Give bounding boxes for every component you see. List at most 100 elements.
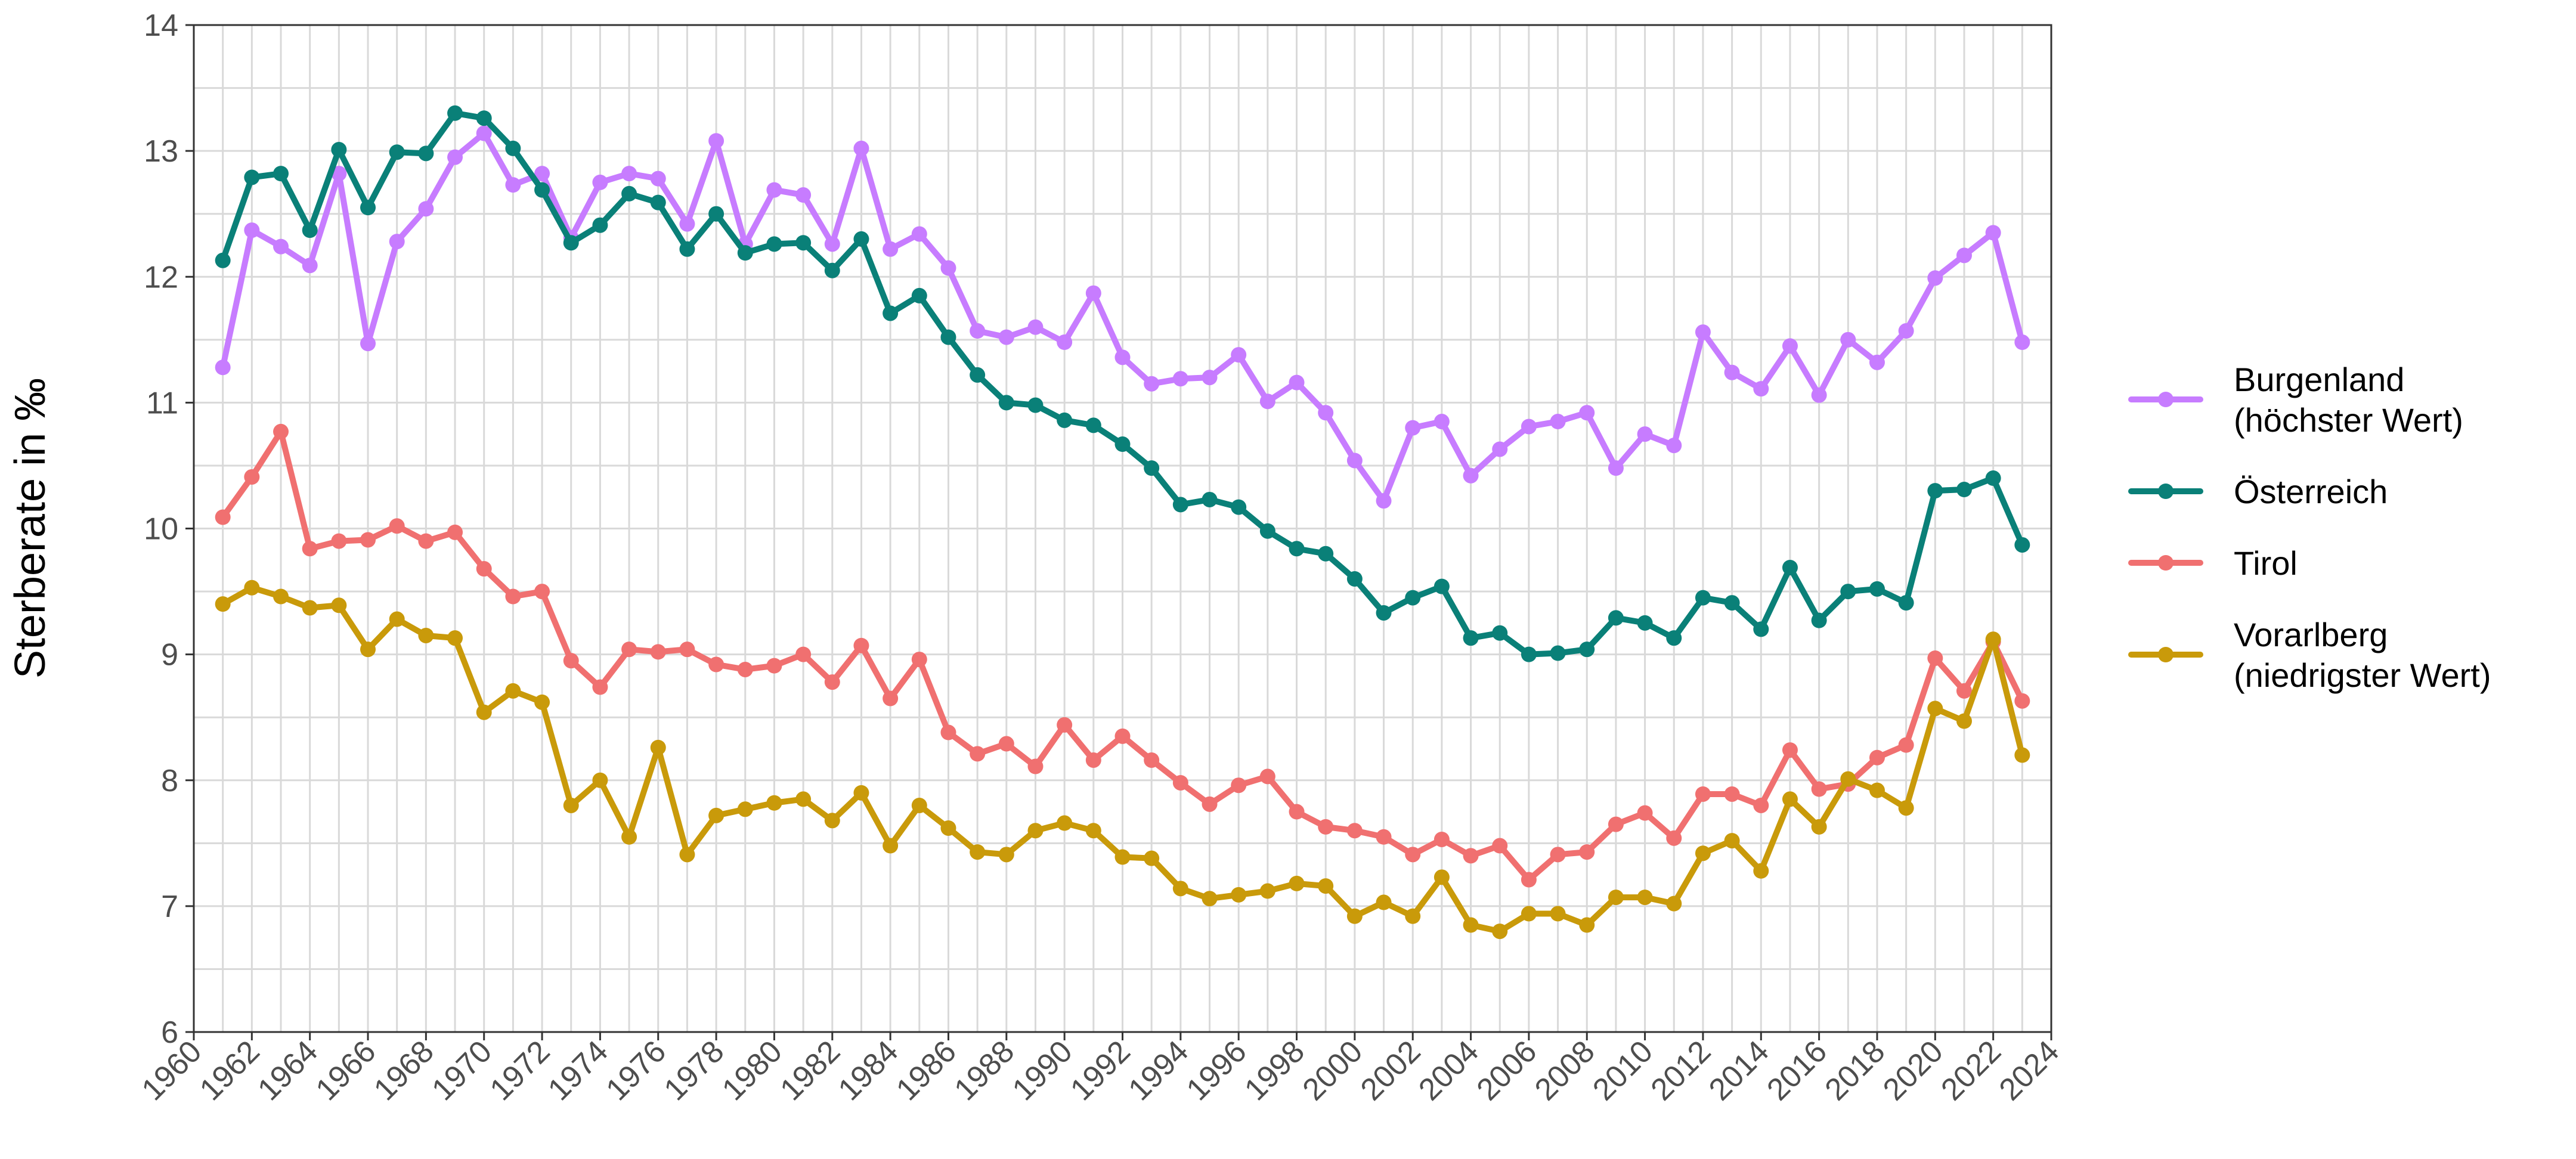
data-point-tirol — [1057, 717, 1073, 733]
data-point-oesterreich — [1985, 470, 2001, 486]
data-point-vorarlberg — [1985, 631, 2001, 647]
y-tick-label: 10 — [144, 512, 178, 547]
x-tick-label: 1998 — [1238, 1034, 1311, 1107]
series-tirol — [215, 423, 2030, 888]
data-point-vorarlberg — [824, 813, 840, 829]
data-point-tirol — [650, 644, 666, 660]
data-point-vorarlberg — [737, 801, 753, 817]
data-point-burgenland — [1927, 270, 1943, 286]
data-point-tirol — [1956, 683, 1972, 699]
data-point-vorarlberg — [1085, 823, 1101, 839]
data-point-tirol — [273, 423, 289, 439]
x-tick-label: 2020 — [1877, 1034, 1950, 1107]
data-point-burgenland — [1579, 405, 1595, 421]
data-point-vorarlberg — [1463, 917, 1479, 933]
x-tick-label: 1984 — [832, 1034, 905, 1107]
data-point-burgenland — [883, 241, 899, 257]
data-point-vorarlberg — [1956, 713, 1972, 729]
data-point-burgenland — [273, 238, 289, 255]
data-point-vorarlberg — [853, 785, 869, 801]
data-point-tirol — [2014, 693, 2030, 709]
data-point-oesterreich — [650, 194, 666, 210]
data-point-oesterreich — [1521, 646, 1537, 662]
data-point-oesterreich — [1492, 625, 1508, 641]
data-point-burgenland — [1608, 460, 1624, 476]
data-point-burgenland — [1550, 414, 1566, 430]
data-point-burgenland — [1753, 381, 1769, 397]
data-point-oesterreich — [911, 287, 927, 303]
data-point-tirol — [389, 518, 405, 534]
data-point-burgenland — [1433, 414, 1450, 430]
data-point-vorarlberg — [1346, 908, 1363, 924]
data-point-vorarlberg — [331, 597, 347, 613]
data-point-oesterreich — [1318, 546, 1334, 562]
data-point-oesterreich — [1114, 436, 1131, 453]
data-point-oesterreich — [1172, 497, 1188, 513]
x-tick-label: 2022 — [1934, 1034, 2008, 1107]
data-point-vorarlberg — [883, 838, 899, 854]
data-point-oesterreich — [1376, 605, 1392, 621]
data-point-oesterreich — [273, 166, 289, 182]
data-point-burgenland — [592, 174, 608, 190]
legend-label: Burgenland — [2234, 361, 2404, 398]
data-point-burgenland — [476, 125, 492, 141]
data-point-burgenland — [1289, 374, 1305, 391]
series-burgenland — [215, 125, 2030, 509]
data-point-burgenland — [1782, 338, 1798, 354]
data-point-tirol — [1114, 728, 1131, 744]
data-point-burgenland — [418, 201, 434, 217]
y-tick-label: 12 — [144, 260, 178, 295]
x-tick-label: 2016 — [1760, 1034, 1834, 1107]
data-point-tirol — [1492, 838, 1508, 854]
x-tick-label: 1982 — [773, 1034, 847, 1107]
data-point-oesterreich — [331, 142, 347, 158]
x-tick-label: 2000 — [1296, 1034, 1370, 1107]
data-point-oesterreich — [1579, 642, 1595, 658]
data-point-tirol — [1521, 872, 1537, 888]
x-tick-label: 1978 — [658, 1034, 731, 1107]
x-tick-label: 2002 — [1354, 1034, 1428, 1107]
data-point-vorarlberg — [1811, 819, 1827, 835]
x-tick-label: 1988 — [948, 1034, 1021, 1107]
data-point-vorarlberg — [418, 627, 434, 643]
data-point-vorarlberg — [970, 844, 986, 860]
data-point-tirol — [621, 642, 637, 658]
series-oesterreich — [215, 105, 2030, 662]
data-point-burgenland — [998, 329, 1014, 345]
data-point-burgenland — [447, 149, 463, 165]
data-point-oesterreich — [853, 231, 869, 247]
data-point-vorarlberg — [1927, 701, 1943, 717]
legend: Burgenland(höchster Wert) Österreich Tirol… — [2128, 361, 2491, 694]
data-point-burgenland — [1869, 354, 1885, 370]
data-point-burgenland — [1463, 467, 1479, 484]
x-tick-label: 2014 — [1702, 1034, 1776, 1107]
data-point-vorarlberg — [679, 847, 695, 863]
data-point-burgenland — [1724, 364, 1740, 380]
legend-label: Tirol — [2234, 544, 2298, 582]
data-point-vorarlberg — [911, 797, 927, 813]
data-point-burgenland — [911, 226, 927, 242]
data-point-oesterreich — [1608, 610, 1624, 626]
data-point-oesterreich — [824, 262, 840, 278]
x-tick-label: 1994 — [1122, 1034, 1196, 1107]
data-point-tirol — [592, 679, 608, 695]
x-tick-label: 1964 — [251, 1034, 324, 1107]
data-point-vorarlberg — [1144, 850, 1160, 866]
data-point-oesterreich — [795, 235, 812, 251]
data-point-vorarlberg — [1259, 883, 1275, 899]
data-point-burgenland — [650, 171, 666, 187]
data-point-tirol — [1085, 752, 1101, 768]
data-point-tirol — [1550, 847, 1566, 863]
data-point-vorarlberg — [998, 847, 1014, 863]
data-point-oesterreich — [1057, 412, 1073, 428]
data-point-vorarlberg — [1231, 887, 1247, 903]
data-point-burgenland — [1492, 441, 1508, 457]
y-axis: 6 7 8 9 10 11 12 13 14 — [144, 8, 194, 1050]
x-tick-label: 1980 — [716, 1034, 789, 1107]
data-point-burgenland — [360, 336, 376, 352]
data-point-burgenland — [534, 166, 550, 182]
data-point-vorarlberg — [1637, 890, 1653, 906]
data-point-burgenland — [1985, 225, 2001, 241]
legend-label: Österreich — [2234, 473, 2388, 510]
data-point-oesterreich — [1144, 460, 1160, 476]
